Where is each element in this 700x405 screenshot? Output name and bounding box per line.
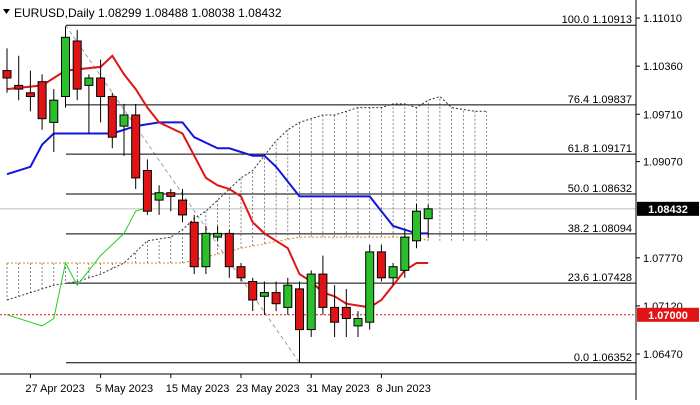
candle-body — [353, 318, 363, 327]
ichimoku-cloud — [6, 95, 488, 301]
candle-body — [49, 99, 59, 123]
time-tick-label: 8 Jun 2023 — [376, 383, 430, 395]
candle-body — [201, 232, 211, 268]
candle-body — [236, 266, 246, 279]
candle-body — [365, 251, 375, 323]
fib-level-label: 100.0 1.10913 — [562, 14, 632, 26]
candle-body — [84, 77, 94, 86]
chikou-span-line — [6, 207, 148, 327]
dropdown-triangle-icon[interactable] — [3, 9, 10, 14]
kijun-sen-line — [6, 121, 429, 235]
price-tick-label: 1.11010 — [643, 13, 682, 25]
candle-body — [131, 114, 141, 179]
candle-body — [224, 232, 234, 268]
candle-body — [96, 77, 106, 97]
time-tick-label: 23 May 2023 — [236, 383, 300, 395]
price-tick-label: 1.09710 — [643, 109, 683, 121]
candle-body — [189, 221, 199, 268]
support-price-badge-bg — [637, 307, 699, 322]
fib-level-label: 38.2 1.08094 — [568, 223, 632, 235]
price-tick-label: 1.07770 — [643, 253, 683, 265]
candle-body — [259, 292, 269, 297]
candle-body — [119, 114, 129, 127]
candle-body — [376, 251, 386, 279]
chart-header: EURUSD,Daily 1.08299 1.08488 1.08038 1.0… — [14, 6, 282, 20]
candle-body — [14, 84, 24, 90]
candles — [2, 26, 433, 363]
time-tick-label: 27 Apr 2023 — [25, 383, 84, 395]
candle-body — [318, 273, 328, 308]
candle-body — [412, 210, 421, 242]
candle-body — [423, 208, 433, 220]
time-tick-label: 31 May 2023 — [306, 383, 370, 395]
candle-body — [37, 81, 47, 120]
fib-level-label: 61.8 1.09171 — [568, 143, 632, 155]
current-price-badge-label: 1.08432 — [648, 204, 688, 216]
fib-level-label: 50.0 1.08632 — [568, 183, 632, 195]
candle-body — [271, 292, 281, 305]
candle-body — [330, 306, 340, 323]
senkou-span-a-line — [7, 236, 429, 264]
candle-body — [25, 92, 35, 98]
candle-body — [61, 36, 70, 97]
fib-level-label: 76.4 1.09837 — [568, 94, 632, 106]
price-tick-label: 1.06470 — [643, 349, 683, 361]
price-tick-label: 1.09070 — [643, 157, 683, 169]
candle-body — [388, 266, 398, 279]
candle-body — [166, 192, 176, 197]
support-price-badge-label: 1.07000 — [648, 310, 688, 322]
candle-body — [107, 96, 117, 138]
candle-body — [72, 40, 82, 90]
fib-level-label: 0.0 1.06352 — [574, 352, 632, 364]
fibonacci-labels: 100.0 1.10913 76.4 1.09837 61.8 1.09171 50.… — [562, 14, 632, 364]
fibonacci-levels — [0, 24, 636, 364]
candle-body — [400, 236, 410, 271]
price-tick-label: 1.10360 — [643, 61, 683, 73]
candle-body — [154, 192, 164, 201]
candle-body — [295, 288, 304, 331]
candle-body — [306, 273, 316, 331]
fib-level-label: 23.6 1.07428 — [568, 272, 632, 284]
time-tick-label: 15 May 2023 — [166, 383, 230, 395]
candle-body — [2, 70, 12, 79]
candle-body — [178, 199, 187, 216]
candle-body — [283, 284, 293, 308]
candle-body — [213, 232, 223, 238]
time-tick-label: 5 May 2023 — [96, 383, 153, 395]
candle-body — [341, 306, 351, 319]
candle-body — [248, 281, 258, 301]
candle-body — [142, 170, 152, 212]
current-price-badge-bg — [637, 201, 699, 216]
